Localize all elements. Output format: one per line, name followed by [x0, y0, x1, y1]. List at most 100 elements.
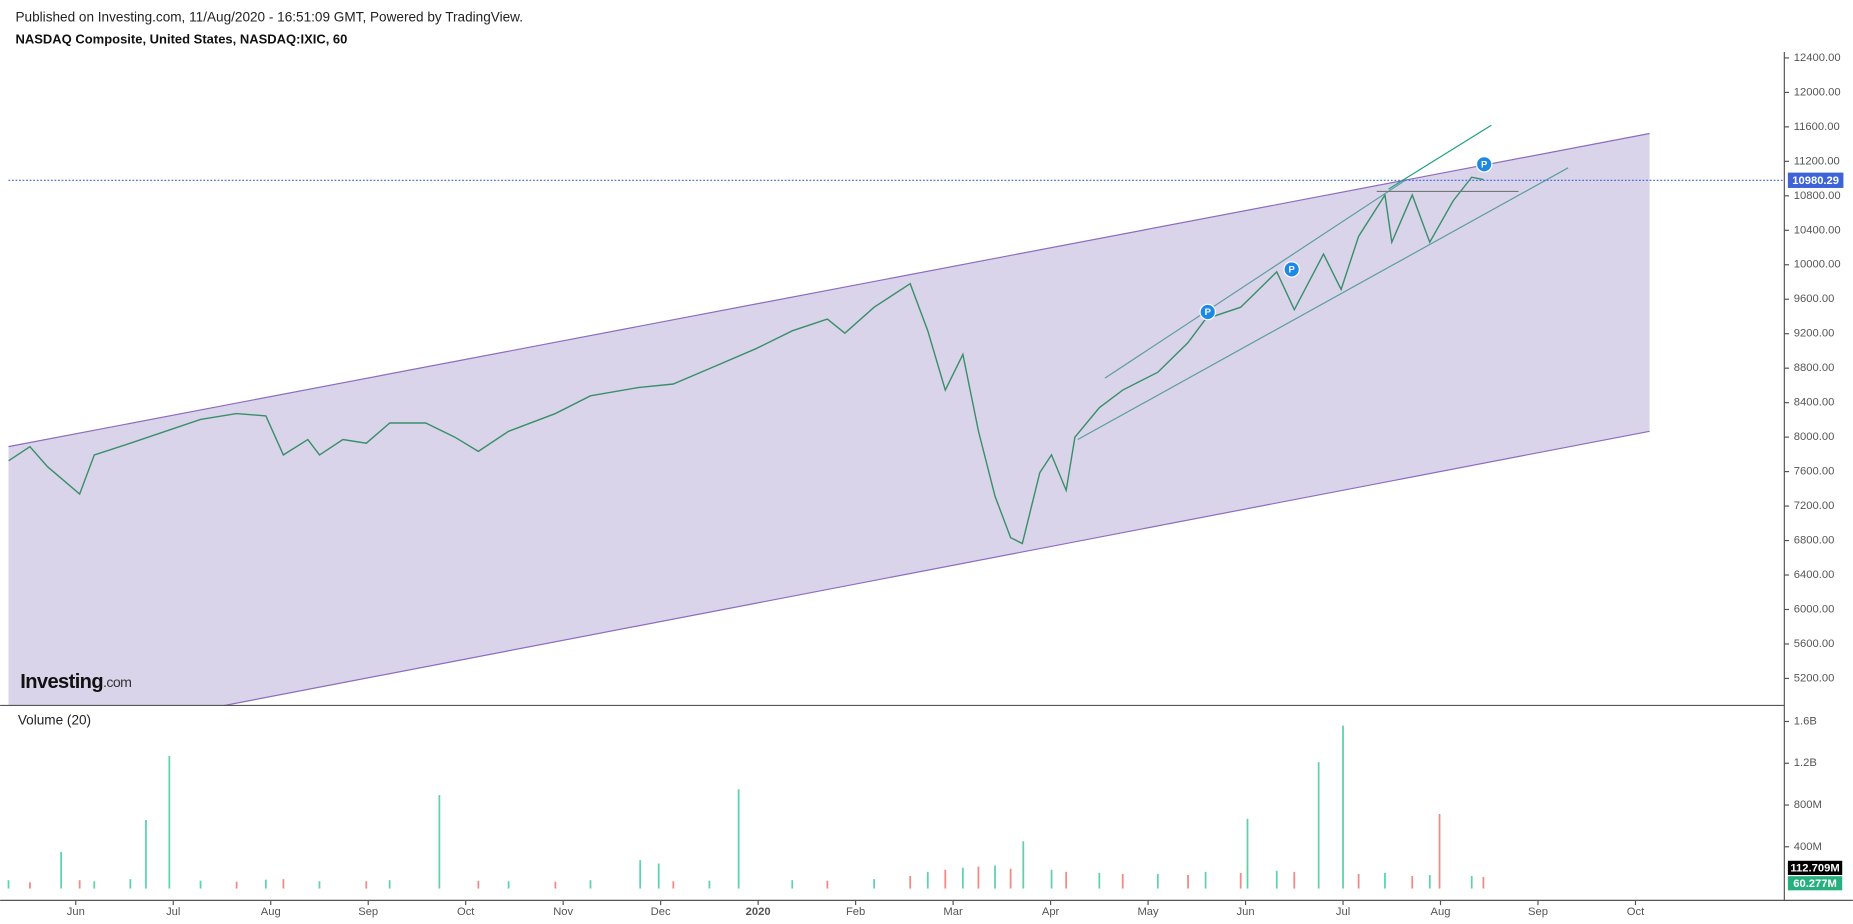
pattern-marker-label: P	[1205, 307, 1211, 318]
pattern-marker-label: P	[1289, 265, 1295, 276]
volume-last-label: 60.277M	[1793, 878, 1837, 890]
volume-bar	[129, 879, 132, 889]
axes: 5200.00 5600.00 6000.00 6400.00 6800.00 7200.…	[0, 52, 1853, 918]
volume-last-box	[1787, 860, 1843, 875]
y-tick-label: 11600.00	[1794, 121, 1840, 133]
logo-suffix: .com	[103, 675, 131, 691]
channel-lower-line	[221, 430, 1650, 706]
volume-bar	[1156, 873, 1159, 889]
x-tick-label: Feb	[846, 906, 865, 918]
volume-bar	[60, 851, 63, 889]
x-tick-label: Jun	[67, 906, 85, 918]
volume-bar	[672, 881, 675, 889]
volume-bar	[554, 881, 557, 889]
volume-bar	[639, 860, 642, 889]
pattern-marker	[1475, 156, 1493, 173]
x-tick-label: Jul	[166, 906, 180, 918]
volume-bar	[1470, 876, 1473, 889]
y-tick-label: 8000.00	[1794, 431, 1835, 443]
volume-pane	[7, 725, 1485, 889]
volume-bar	[1438, 813, 1441, 889]
logo-name: Investing	[20, 671, 103, 693]
volume-bar	[1275, 870, 1278, 889]
x-tick-label: Sep	[1528, 906, 1548, 918]
trend-line	[1077, 167, 1569, 441]
volume-bar	[1482, 877, 1485, 889]
y-tick-label: 8400.00	[1794, 397, 1835, 409]
x-tick-label: Nov	[553, 906, 573, 918]
volume-bar	[961, 867, 964, 889]
volume-bar	[78, 880, 81, 889]
volume-bar	[926, 871, 929, 889]
y-tick-label: 6000.00	[1794, 603, 1835, 615]
y-tick-label: 10400.00	[1794, 224, 1841, 236]
x-tick-label: 2020	[746, 906, 771, 918]
x-tick-label: Jun	[1237, 906, 1255, 918]
volume-bar	[1342, 725, 1344, 889]
pattern-marker	[1199, 303, 1216, 321]
volume-y-tick-label: 1.2B	[1794, 757, 1817, 769]
x-tick-label: Jul	[1336, 906, 1350, 918]
channel-fill	[8, 133, 1650, 706]
volume-bar	[365, 881, 368, 889]
y-tick-label: 10000.00	[1794, 259, 1841, 271]
price-pane: P P P	[8, 124, 1785, 706]
volume-bar	[1204, 871, 1207, 889]
volume-bar	[1065, 871, 1068, 889]
volume-bar	[1411, 876, 1414, 889]
volume-bar	[826, 880, 829, 889]
volume-bar	[994, 865, 996, 889]
channel-upper-line	[8, 132, 1650, 448]
volume-bar	[1317, 762, 1320, 889]
volume-bar	[282, 879, 285, 889]
volume-bar	[507, 881, 510, 889]
last-price-box	[1787, 172, 1844, 188]
volume-bar	[168, 755, 171, 889]
y-tick-label: 7600.00	[1794, 466, 1835, 478]
y-tick-label: 6400.00	[1794, 569, 1835, 581]
symbol-title: NASDAQ Composite, United States, NASDAQ:…	[15, 32, 347, 47]
volume-bar	[1187, 874, 1189, 889]
volume-bar	[438, 795, 441, 889]
volume-bar	[589, 880, 592, 889]
volume-bar	[1098, 872, 1101, 889]
x-tick-label: Aug	[261, 906, 281, 918]
trend-line	[1388, 124, 1492, 190]
volume-bar	[1357, 873, 1360, 889]
pattern-marker-label: P	[1481, 159, 1487, 170]
published-note: Published on Investing.com, 11/Aug/2020 …	[15, 9, 522, 24]
volume-bar	[657, 863, 660, 889]
volume-bar	[1121, 873, 1124, 889]
volume-bar	[477, 880, 480, 889]
volume-bar	[29, 882, 31, 889]
volume-last-box	[1787, 876, 1843, 891]
y-tick-label: 10800.00	[1794, 190, 1841, 202]
volume-bar	[1022, 841, 1025, 889]
volume-title: Volume (20)	[18, 712, 91, 727]
volume-bar	[1050, 869, 1053, 889]
x-tick-label: Apr	[1042, 906, 1060, 918]
x-tick-label: Oct	[457, 906, 475, 918]
x-tick-label: Sep	[358, 906, 378, 918]
volume-bar	[1428, 874, 1431, 889]
volume-y-tick-label: 800M	[1794, 799, 1822, 811]
y-tick-label: 9600.00	[1794, 293, 1835, 305]
volume-bar	[93, 881, 96, 889]
y-tick-label: 12400.00	[1794, 52, 1841, 64]
volume-bar	[791, 880, 794, 889]
volume-bar	[199, 880, 202, 889]
volume-bar	[7, 880, 10, 889]
volume-bar	[1246, 818, 1249, 889]
volume-bar	[1009, 868, 1012, 889]
volume-bar	[873, 879, 876, 889]
trend-line	[1104, 179, 1407, 379]
y-tick-label: 5200.00	[1794, 672, 1835, 684]
volume-bar	[1293, 871, 1296, 889]
volume-bar	[944, 869, 947, 889]
x-tick-label: Mar	[943, 906, 963, 918]
volume-bar	[977, 866, 980, 889]
volume-bar	[737, 789, 740, 889]
volume-bar	[264, 879, 267, 889]
